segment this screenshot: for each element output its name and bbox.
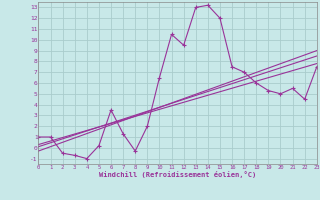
X-axis label: Windchill (Refroidissement éolien,°C): Windchill (Refroidissement éolien,°C)	[99, 171, 256, 178]
